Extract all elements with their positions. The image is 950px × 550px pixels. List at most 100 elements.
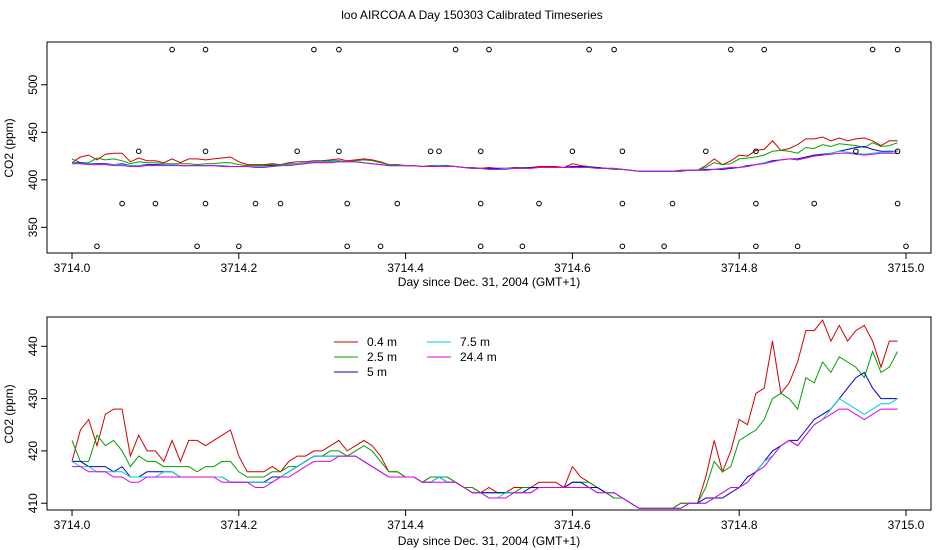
bottom-y-tick-label: 410 <box>26 493 40 513</box>
top-x-tick-label: 3714.0 <box>54 261 91 275</box>
top-marker-point <box>202 200 209 207</box>
top-marker-point <box>869 46 876 53</box>
top-marker-point <box>853 148 859 155</box>
top-marker-point <box>477 243 484 250</box>
top-marker-point <box>619 148 626 155</box>
top-marker-point <box>703 148 709 155</box>
top-marker-point <box>394 200 401 207</box>
top-marker-point <box>169 46 175 53</box>
top-marker-point <box>619 243 626 250</box>
top-marker-point <box>294 148 301 155</box>
bottom-series-line-2-5-m <box>71 350 899 509</box>
top-marker-point <box>761 46 768 53</box>
bottom-x-axis-label: Day since Dec. 31, 2004 (GMT+1) <box>398 534 580 548</box>
top-marker-point <box>477 200 484 207</box>
top-marker-point <box>94 243 100 250</box>
top-marker-point <box>569 148 576 155</box>
top-marker-point <box>611 46 617 53</box>
legend: 0.4 m2.5 m5 m 7.5 m24.4 m <box>334 335 497 379</box>
top-markers <box>94 46 909 250</box>
top-lines <box>71 136 898 172</box>
bottom-y-tick-label: 430 <box>26 388 40 408</box>
top-marker-point <box>119 200 125 207</box>
top-marker-point <box>236 243 242 250</box>
top-x-tick-label: 3714.2 <box>220 261 257 275</box>
top-x-axis-label: Day since Dec. 31, 2004 (GMT+1) <box>398 275 580 289</box>
top-marker-point <box>903 243 909 250</box>
bottom-plot-frame <box>46 316 932 511</box>
top-y-tick-label: 350 <box>26 217 40 237</box>
top-marker-point <box>452 46 459 53</box>
legend-label: 24.4 m <box>460 350 497 364</box>
top-x-tick-label: 3715.0 <box>888 261 925 275</box>
top-marker-point <box>344 243 351 250</box>
bottom-lines <box>71 319 899 509</box>
top-plot-frame <box>46 41 932 254</box>
top-series-line-0-4-m <box>71 136 898 172</box>
top-marker-point <box>894 200 901 207</box>
bottom-x-tick-label: 3714.0 <box>54 518 91 532</box>
legend-label: 2.5 m <box>367 350 397 364</box>
top-marker-point <box>894 46 901 53</box>
top-marker-point <box>344 200 351 207</box>
top-x-tick-label: 3714.4 <box>387 261 424 275</box>
top-marker-point <box>436 148 442 155</box>
bottom-y-tick-label: 440 <box>26 336 40 356</box>
top-y-axis-label: CO2 (ppm) <box>2 118 16 177</box>
legend-label: 7.5 m <box>460 335 490 349</box>
bottom-series-line-24-4-m <box>72 408 898 509</box>
top-marker-point <box>427 148 434 155</box>
top-marker-point <box>135 148 142 155</box>
top-marker-point <box>519 243 526 250</box>
bottom-y-axis: 410 420 430 440 <box>26 336 47 513</box>
top-marker-point <box>336 148 342 155</box>
top-x-axis: 3714.0 3714.2 3714.4 3714.6 3714.8 3715.0 <box>54 253 925 275</box>
bottom-x-tick-label: 3714.2 <box>220 518 257 532</box>
top-marker-point <box>728 46 734 53</box>
top-marker-point <box>152 200 159 207</box>
top-marker-point <box>336 46 342 53</box>
top-marker-point <box>753 243 759 250</box>
bottom-series-line-7-5-m <box>71 397 898 509</box>
top-y-axis: 350 400 450 500 <box>26 74 47 237</box>
top-marker-point <box>811 200 818 207</box>
bottom-panel: 3714.0 3714.2 3714.4 3714.6 3714.8 3715.0 410… <box>2 316 932 548</box>
top-marker-point <box>202 46 209 53</box>
top-marker-point <box>753 200 759 207</box>
top-marker-point <box>669 200 676 207</box>
top-marker-point <box>586 46 592 53</box>
top-y-tick-label: 400 <box>26 169 40 189</box>
top-marker-point <box>194 243 200 250</box>
top-marker-point <box>477 148 484 155</box>
top-marker-point <box>252 200 259 207</box>
bottom-series-line-0-4-m <box>71 319 898 509</box>
bottom-x-tick-label: 3714.4 <box>387 518 424 532</box>
top-marker-point <box>486 46 492 53</box>
top-series-line-24-4-m <box>72 152 898 172</box>
figure-title: loo AIRCOA A Day 150303 Calibrated Times… <box>341 8 602 22</box>
top-x-tick-label: 3714.8 <box>721 261 758 275</box>
top-marker-point <box>894 148 901 155</box>
legend-label: 0.4 m <box>367 335 397 349</box>
bottom-x-tick-label: 3714.6 <box>554 518 591 532</box>
top-marker-point <box>753 148 759 155</box>
top-marker-point <box>794 243 801 250</box>
top-marker-point <box>311 46 317 53</box>
top-marker-point <box>277 200 284 207</box>
bottom-y-tick-label: 420 <box>26 441 40 461</box>
top-panel: 3714.0 3714.2 3714.4 3714.6 3714.8 3715.0 350… <box>2 41 932 289</box>
top-marker-point <box>202 148 209 155</box>
top-y-tick-label: 450 <box>26 122 40 142</box>
bottom-x-tick-label: 3715.0 <box>888 518 925 532</box>
top-marker-point <box>536 200 542 207</box>
top-marker-point <box>377 243 384 250</box>
bottom-y-axis-label: CO2 (ppm) <box>2 384 16 443</box>
bottom-x-axis: 3714.0 3714.2 3714.4 3714.6 3714.8 3715.0 <box>54 510 925 532</box>
top-x-tick-label: 3714.6 <box>554 261 591 275</box>
bottom-x-tick-label: 3714.8 <box>721 518 758 532</box>
top-series-line-2-5-m <box>71 142 898 172</box>
top-marker-point <box>619 200 626 207</box>
top-y-tick-label: 500 <box>26 74 40 94</box>
legend-label: 5 m <box>367 365 387 379</box>
